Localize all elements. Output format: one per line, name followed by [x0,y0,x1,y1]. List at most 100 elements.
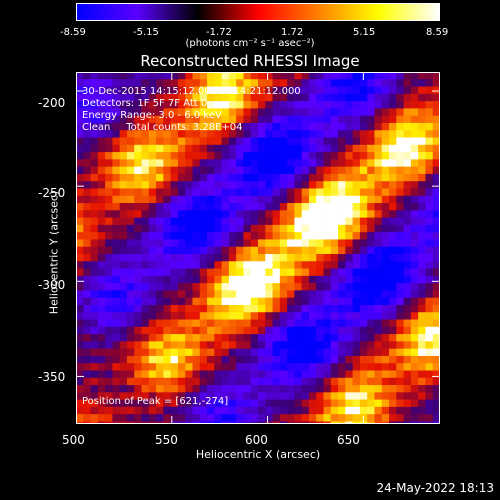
heatmap-cell [177,414,186,422]
heatmap-cell [432,319,441,328]
heatmap-cell [134,137,142,146]
heatmap-cell [170,101,179,109]
heatmap-cell [403,137,412,146]
heatmap-cell [185,217,193,226]
heatmap-cell [97,348,106,357]
heatmap-cell [141,319,150,328]
heatmap-cell [359,188,368,197]
heatmap-cell [345,304,354,313]
heatmap-cell [403,217,412,226]
heatmap-cell [134,377,142,386]
heatmap-cell [425,283,434,291]
heatmap-cell [403,414,412,422]
heatmap-cell [396,283,404,291]
heatmap-cell [316,152,324,160]
heatmap-cell [359,181,368,189]
heatmap-cell [105,93,113,102]
heatmap-cell [258,385,266,393]
heatmap-cell [265,341,273,350]
heatmap-cell [272,173,281,182]
heatmap-cell [221,399,230,408]
heatmap-cell [359,355,368,364]
heatmap-cell [359,341,368,350]
heatmap-cell [432,239,441,248]
heatmap-cell [76,144,84,153]
heatmap-cell [76,79,84,87]
heatmap-cell [243,334,252,342]
heatmap-cell [199,79,208,87]
heatmap-cell [258,399,266,408]
heatmap-cell [236,385,244,393]
heatmap-cell [279,290,288,299]
heatmap-cell [374,392,383,400]
heatmap-cell [97,304,106,313]
heatmap-cell [228,363,237,371]
heatmap-cell [323,115,332,124]
heatmap-cell [294,406,303,415]
heatmap-cell [330,268,339,277]
heatmap-cell [258,326,266,335]
heatmap-cell [301,304,310,313]
heatmap-cell [170,261,179,269]
heatmap-cell [199,93,208,102]
heatmap-cell [76,370,84,379]
heatmap-cell [83,304,91,313]
heatmap-cell [279,195,288,204]
heatmap-cell [228,86,237,95]
heatmap-cell [403,377,412,386]
heatmap-cell [105,181,113,189]
heatmap-cell [228,268,237,277]
heatmap-cell [265,275,273,284]
heatmap-cell [403,72,412,80]
heatmap-cell [228,406,237,415]
heatmap-cell [381,261,390,269]
heatmap-cell [396,203,404,211]
heatmap-cell [294,414,303,422]
heatmap-cell [243,254,252,262]
heatmap-cell [403,195,412,204]
heatmap-cell [345,297,354,306]
heatmap-cell [258,181,266,189]
heatmap-cell [396,385,404,393]
heatmap-cell [119,355,128,364]
heatmap-cell [177,159,186,168]
heatmap-cell [265,406,273,415]
heatmap-cell [221,152,230,160]
heatmap-cell [185,130,193,138]
heatmap-cell [403,275,412,284]
heatmap-cell [228,72,237,80]
heatmap-cell [192,261,201,269]
heatmap-cell [265,392,273,400]
heatmap-cell [90,326,99,335]
heatmap-cell [287,224,295,233]
heatmap-cell [287,108,295,117]
heatmap-cell [403,392,412,400]
heatmap-cell [90,275,99,284]
heatmap-cell [374,232,383,240]
heatmap-cell [330,377,339,386]
heatmap-cell [301,115,310,124]
heatmap-cell [126,304,135,313]
heatmap-cell [272,72,281,80]
heatmap-cell [410,101,419,109]
heatmap-cell [185,108,193,117]
heatmap-cell [403,399,412,408]
heatmap-cell [156,399,164,408]
y-tick-label: -350 [38,370,66,384]
heatmap-cell [367,144,375,153]
heatmap-cell [97,275,106,284]
heatmap-cell [287,144,295,153]
heatmap-cell [294,181,303,189]
heatmap-cell [148,414,157,422]
heatmap-cell [279,297,288,306]
heatmap-cell [338,319,346,328]
heatmap-cell [389,268,397,277]
heatmap-cell [345,239,354,248]
heatmap-cell [185,268,193,277]
heatmap-cell [243,79,252,87]
heatmap-cell [323,152,332,160]
heatmap-cell [170,239,179,248]
heatmap-cell [126,239,135,248]
heatmap-cell [236,392,244,400]
heatmap-cell [265,377,273,386]
